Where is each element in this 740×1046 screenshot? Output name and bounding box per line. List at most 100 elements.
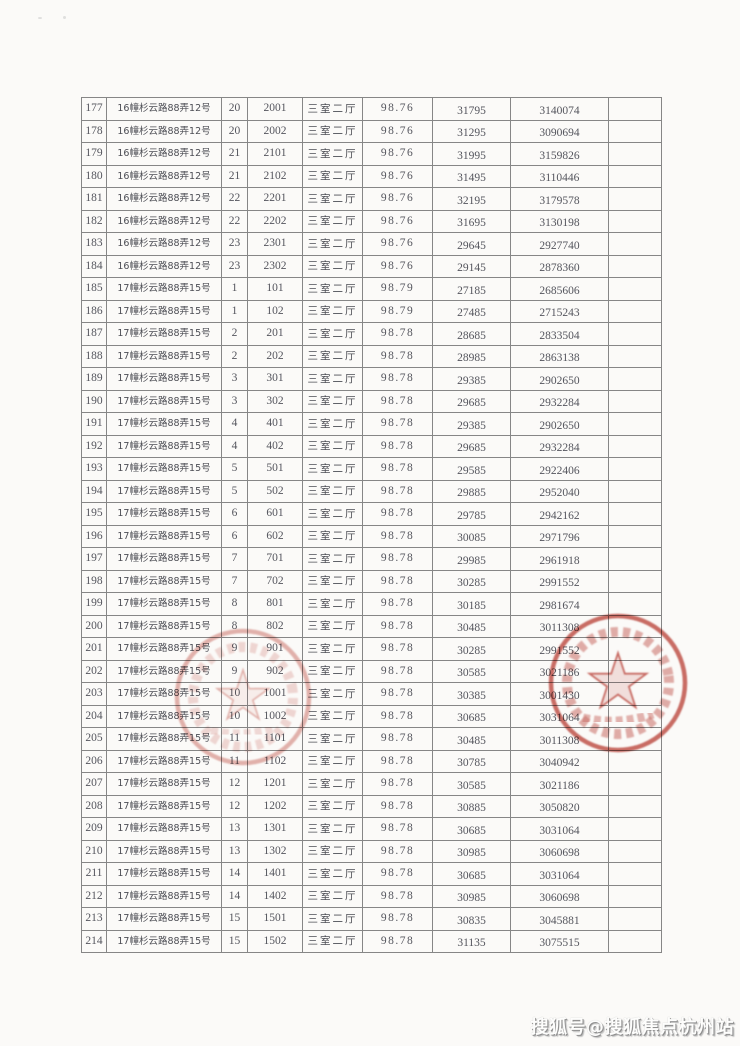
cell-area: 98.78 bbox=[362, 344, 433, 368]
table-row: 201 17幢杉云路88弄15号 9 901 三室二厅 98.78 30285 2991552 bbox=[81, 637, 662, 661]
cell-room: 1501 bbox=[247, 907, 303, 931]
cell-seq: 206 bbox=[81, 749, 107, 773]
table-row: 210 17幢杉云路88弄15号 13 1302 三室二厅 98.78 30985 30606… bbox=[81, 839, 662, 863]
cell-remark bbox=[608, 254, 662, 278]
cell-address: 17幢杉云路88弄15号 bbox=[106, 817, 222, 841]
sohu-watermark: 搜狐号@搜狐焦点杭州站 bbox=[530, 1017, 734, 1038]
cell-area: 98.76 bbox=[362, 97, 433, 121]
cell-room: 202 bbox=[247, 344, 303, 368]
scan-speck bbox=[38, 17, 42, 19]
cell-remark bbox=[608, 817, 662, 841]
cell-remark bbox=[608, 772, 662, 796]
cell-room: 2001 bbox=[247, 97, 303, 121]
cell-total_price: 2971796 bbox=[510, 524, 609, 548]
cell-unit_price: 31795 bbox=[432, 97, 511, 121]
cell-unit_price: 31295 bbox=[432, 119, 511, 143]
cell-area: 98.78 bbox=[362, 457, 433, 481]
cell-remark bbox=[608, 839, 662, 863]
cell-area: 98.78 bbox=[362, 592, 433, 616]
cell-seq: 185 bbox=[81, 277, 107, 301]
cell-floor: 14 bbox=[221, 862, 248, 886]
cell-area: 98.78 bbox=[362, 907, 433, 931]
cell-room: 2302 bbox=[247, 254, 303, 278]
cell-total_price: 2932284 bbox=[510, 434, 609, 458]
cell-area: 98.76 bbox=[362, 164, 433, 188]
cell-address: 17幢杉云路88弄15号 bbox=[106, 907, 222, 931]
cell-total_price: 2981674 bbox=[510, 592, 609, 616]
cell-floor: 6 bbox=[221, 524, 248, 548]
cell-area: 98.78 bbox=[362, 547, 433, 571]
cell-floor: 15 bbox=[221, 907, 248, 931]
cell-layout: 三室二厅 bbox=[302, 524, 363, 548]
cell-unit_price: 30185 bbox=[432, 592, 511, 616]
table-row: 179 16幢杉云路88弄12号 21 2101 三室二厅 98.76 31995 31598… bbox=[81, 142, 662, 166]
table-row: 181 16幢杉云路88弄12号 22 2201 三室二厅 98.76 32195 31795… bbox=[81, 187, 662, 211]
cell-seq: 183 bbox=[81, 232, 107, 256]
cell-remark bbox=[608, 412, 662, 436]
cell-remark bbox=[608, 119, 662, 143]
cell-layout: 三室二厅 bbox=[302, 862, 363, 886]
cell-address: 17幢杉云路88弄15号 bbox=[106, 772, 222, 796]
table-row: 184 16幢杉云路88弄12号 23 2302 三室二厅 98.76 29145 28783… bbox=[81, 254, 662, 278]
cell-address: 17幢杉云路88弄15号 bbox=[106, 794, 222, 818]
table-row: 198 17幢杉云路88弄15号 7 702 三室二厅 98.78 30285 2991552 bbox=[81, 569, 662, 593]
cell-layout: 三室二厅 bbox=[302, 367, 363, 391]
cell-total_price: 2685606 bbox=[510, 277, 609, 301]
cell-address: 16幢杉云路88弄12号 bbox=[106, 119, 222, 143]
cell-floor: 21 bbox=[221, 142, 248, 166]
cell-area: 98.78 bbox=[362, 637, 433, 661]
cell-room: 601 bbox=[247, 502, 303, 526]
cell-address: 17幢杉云路88弄15号 bbox=[106, 614, 222, 638]
cell-floor: 20 bbox=[221, 97, 248, 121]
table-row: 187 17幢杉云路88弄15号 2 201 三室二厅 98.78 28685 2833504 bbox=[81, 322, 662, 346]
cell-area: 98.78 bbox=[362, 502, 433, 526]
cell-layout: 三室二厅 bbox=[302, 412, 363, 436]
cell-address: 17幢杉云路88弄15号 bbox=[106, 659, 222, 683]
table-row: 197 17幢杉云路88弄15号 7 701 三室二厅 98.78 29985 2961918 bbox=[81, 547, 662, 571]
cell-address: 17幢杉云路88弄15号 bbox=[106, 344, 222, 368]
cell-total_price: 3011308 bbox=[510, 727, 609, 751]
cell-remark bbox=[608, 704, 662, 728]
cell-floor: 4 bbox=[221, 412, 248, 436]
cell-floor: 9 bbox=[221, 659, 248, 683]
cell-layout: 三室二厅 bbox=[302, 299, 363, 323]
cell-unit_price: 30985 bbox=[432, 839, 511, 863]
cell-layout: 三室二厅 bbox=[302, 502, 363, 526]
cell-floor: 13 bbox=[221, 817, 248, 841]
cell-address: 17幢杉云路88弄15号 bbox=[106, 479, 222, 503]
table-row: 214 17幢杉云路88弄15号 15 1502 三室二厅 98.78 31135 30755… bbox=[81, 929, 662, 953]
cell-floor: 14 bbox=[221, 884, 248, 908]
cell-room: 1401 bbox=[247, 862, 303, 886]
cell-floor: 3 bbox=[221, 389, 248, 413]
cell-room: 801 bbox=[247, 592, 303, 616]
cell-area: 98.78 bbox=[362, 704, 433, 728]
table-row: 182 16幢杉云路88弄12号 22 2202 三室二厅 98.76 31695 31301… bbox=[81, 209, 662, 233]
cell-layout: 三室二厅 bbox=[302, 884, 363, 908]
cell-seq: 188 bbox=[81, 344, 107, 368]
cell-area: 98.78 bbox=[362, 569, 433, 593]
cell-seq: 181 bbox=[81, 187, 107, 211]
cell-layout: 三室二厅 bbox=[302, 164, 363, 188]
table-row: 196 17幢杉云路88弄15号 6 602 三室二厅 98.78 30085 2971796 bbox=[81, 524, 662, 548]
cell-layout: 三室二厅 bbox=[302, 389, 363, 413]
cell-floor: 11 bbox=[221, 727, 248, 751]
cell-total_price: 2902650 bbox=[510, 412, 609, 436]
cell-remark bbox=[608, 884, 662, 908]
table-row: 183 16幢杉云路88弄12号 23 2301 三室二厅 98.76 29645 29277… bbox=[81, 232, 662, 256]
cell-seq: 213 bbox=[81, 907, 107, 931]
cell-address: 16幢杉云路88弄12号 bbox=[106, 142, 222, 166]
cell-address: 17幢杉云路88弄15号 bbox=[106, 884, 222, 908]
cell-total_price: 3090694 bbox=[510, 119, 609, 143]
cell-total_price: 3060698 bbox=[510, 839, 609, 863]
cell-area: 98.76 bbox=[362, 232, 433, 256]
cell-room: 702 bbox=[247, 569, 303, 593]
cell-remark bbox=[608, 727, 662, 751]
cell-unit_price: 30985 bbox=[432, 884, 511, 908]
table-row: 194 17幢杉云路88弄15号 5 502 三室二厅 98.78 29885 2952040 bbox=[81, 479, 662, 503]
cell-remark bbox=[608, 637, 662, 661]
cell-room: 1201 bbox=[247, 772, 303, 796]
cell-seq: 184 bbox=[81, 254, 107, 278]
cell-layout: 三室二厅 bbox=[302, 547, 363, 571]
cell-total_price: 3040942 bbox=[510, 749, 609, 773]
cell-room: 401 bbox=[247, 412, 303, 436]
